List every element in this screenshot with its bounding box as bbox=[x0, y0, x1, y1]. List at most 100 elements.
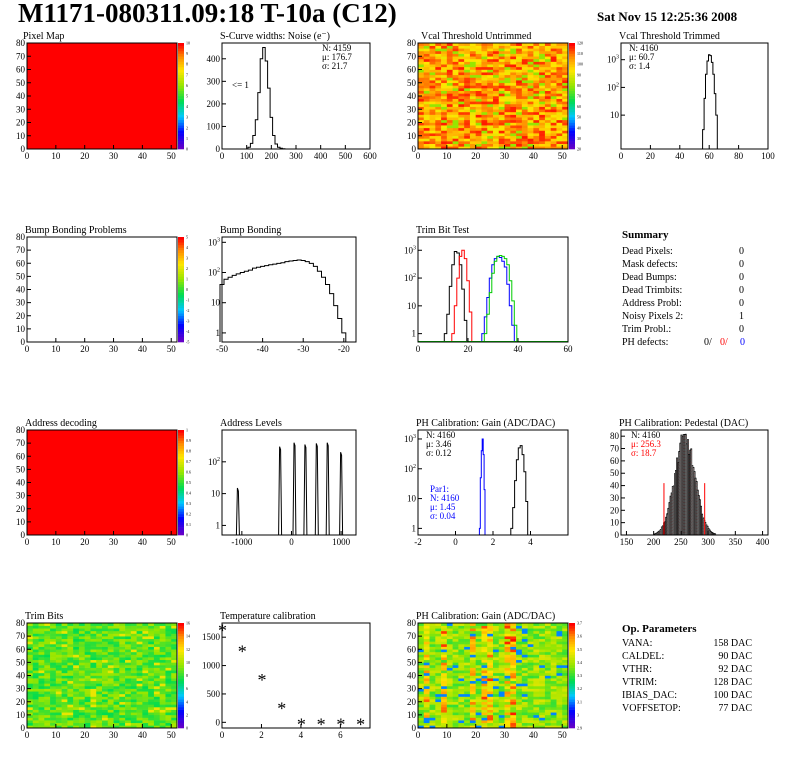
color-bar-segment bbox=[178, 276, 184, 280]
heatmap-cell bbox=[67, 693, 74, 697]
heatmap-cell bbox=[464, 623, 471, 626]
heatmap-cell bbox=[107, 651, 114, 655]
heatmap-cell bbox=[171, 638, 178, 642]
heatmap-cell bbox=[102, 725, 109, 729]
heatmap-cell bbox=[539, 714, 546, 718]
y-tick-label: 60 bbox=[407, 65, 417, 75]
heatmap-cell bbox=[61, 688, 68, 692]
heatmap-cell bbox=[67, 672, 74, 676]
heatmap-cell bbox=[153, 672, 160, 676]
heatmap-cell bbox=[539, 678, 546, 682]
heatmap-cell bbox=[458, 707, 465, 710]
y-tick-label: 80 bbox=[16, 232, 26, 242]
heatmap-cell bbox=[107, 665, 114, 668]
heatmap-cell bbox=[510, 135, 517, 139]
color-bar-label: 0.7 bbox=[186, 459, 191, 464]
heatmap-cell bbox=[556, 74, 563, 78]
heatmap-cell bbox=[527, 61, 534, 65]
heatmap-cell bbox=[107, 623, 114, 626]
color-bar-segment bbox=[178, 511, 184, 515]
heatmap-cell bbox=[159, 701, 166, 705]
heatmap-cell bbox=[533, 680, 540, 684]
heatmap-cell bbox=[441, 717, 448, 721]
heatmap-cell bbox=[102, 720, 109, 724]
heatmap-cell bbox=[493, 117, 500, 121]
heatmap-cell bbox=[148, 665, 155, 668]
heatmap-cell bbox=[539, 98, 546, 102]
heatmap-cell bbox=[107, 693, 114, 697]
heatmap-cell bbox=[50, 672, 57, 676]
color-bar-segment bbox=[178, 58, 184, 62]
heatmap-cell bbox=[516, 117, 523, 121]
heatmap-cell bbox=[475, 641, 482, 645]
heatmap-cell bbox=[504, 644, 511, 647]
heatmap-cell bbox=[452, 141, 459, 144]
heatmap-cell bbox=[153, 725, 160, 729]
heatmap-cell bbox=[441, 90, 448, 94]
heatmap-cell bbox=[527, 649, 534, 653]
heatmap-cell bbox=[475, 50, 482, 54]
heatmap-cell bbox=[107, 701, 114, 705]
heatmap-cell bbox=[458, 712, 465, 716]
heatmap-cell bbox=[78, 693, 85, 697]
heatmap-cell bbox=[504, 130, 511, 134]
color-bar-segment bbox=[178, 72, 184, 76]
color-bar-segment bbox=[178, 693, 184, 697]
heatmap-cell bbox=[73, 683, 80, 687]
chart-temperature-calibration bbox=[221, 622, 371, 729]
heatmap-cell bbox=[469, 135, 476, 139]
heatmap-cell bbox=[55, 665, 62, 668]
heatmap-cell bbox=[429, 80, 436, 84]
y-tick-label: 40 bbox=[16, 478, 26, 488]
color-bar-segment bbox=[569, 722, 575, 726]
heatmap-cell bbox=[136, 701, 143, 705]
heatmap-cell bbox=[556, 636, 563, 640]
heatmap-cell bbox=[510, 141, 517, 144]
stats-entry: μ: 60.7 bbox=[629, 52, 655, 62]
y-tick-label: 40 bbox=[610, 481, 620, 491]
heatmap-cell bbox=[90, 720, 97, 724]
heatmap-cell bbox=[527, 58, 534, 62]
heatmap-cell bbox=[125, 657, 132, 661]
heatmap-cell bbox=[165, 633, 172, 637]
heatmap-cell bbox=[481, 74, 488, 78]
heatmap-cell bbox=[435, 688, 442, 692]
heatmap-cell bbox=[84, 712, 91, 716]
heatmap-cell bbox=[67, 659, 74, 663]
heatmap-cell bbox=[458, 56, 465, 60]
heatmap-cell bbox=[481, 109, 488, 113]
heatmap-cell bbox=[527, 709, 534, 713]
heatmap-cell bbox=[435, 101, 442, 105]
y-tick-label: 50 bbox=[16, 464, 26, 474]
heatmap-cell bbox=[96, 688, 103, 692]
y-tick-label: 50 bbox=[16, 657, 26, 667]
heatmap-cell bbox=[481, 48, 488, 52]
color-bar-label: 2 bbox=[186, 266, 188, 271]
color-bar-segment bbox=[178, 334, 184, 338]
heatmap-cell bbox=[510, 717, 517, 721]
heatmap-cell bbox=[521, 701, 528, 705]
heatmap-cell bbox=[550, 122, 557, 126]
heatmap-cell bbox=[102, 644, 109, 647]
heatmap-cell bbox=[481, 125, 488, 129]
heatmap-cell bbox=[130, 704, 137, 708]
heatmap-cell bbox=[61, 720, 68, 724]
heatmap-cell bbox=[423, 707, 430, 710]
heatmap-cell bbox=[452, 646, 459, 650]
heatmap-cell bbox=[493, 69, 500, 73]
heatmap-cell bbox=[521, 707, 528, 710]
heatmap-cell bbox=[458, 680, 465, 684]
heatmap-cell bbox=[159, 659, 166, 663]
heatmap-cell bbox=[475, 651, 482, 655]
heatmap-cell bbox=[38, 641, 45, 645]
color-bar-segment bbox=[569, 119, 575, 123]
heatmap-cell bbox=[50, 665, 57, 668]
heatmap-cell bbox=[550, 82, 557, 86]
heatmap-cell bbox=[418, 103, 425, 107]
heatmap-cell bbox=[418, 651, 425, 655]
heatmap-cell bbox=[136, 667, 143, 671]
heatmap-cell bbox=[533, 69, 540, 73]
heatmap-cell bbox=[107, 628, 114, 632]
heatmap-cell bbox=[521, 43, 528, 46]
heatmap-cell bbox=[84, 722, 91, 726]
